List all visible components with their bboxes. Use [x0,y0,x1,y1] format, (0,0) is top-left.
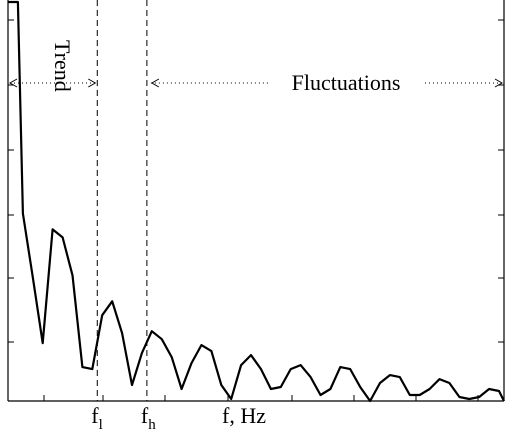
axis-ticks [8,19,504,401]
fluct-arrowhead-left [150,78,160,88]
plot-frame [7,0,505,402]
trend-arrowhead-right [88,78,97,88]
series-group [8,0,505,403]
series-line-0 [8,0,505,403]
fluct-arrowhead-right [494,78,504,88]
f-low-tick-label: fl [91,403,103,433]
region-annotations: Trend Fluctuations [8,40,504,95]
frequency-markers [96,0,148,401]
fluctuations-label: Fluctuations [292,70,401,95]
x-axis-labels: fl fh f, Hz [91,403,266,433]
x-axis-label: f, Hz [222,403,266,428]
f-high-tick-label: fh [141,403,156,433]
trend-label: Trend [50,40,75,92]
trend-arrowhead-left [8,78,18,88]
